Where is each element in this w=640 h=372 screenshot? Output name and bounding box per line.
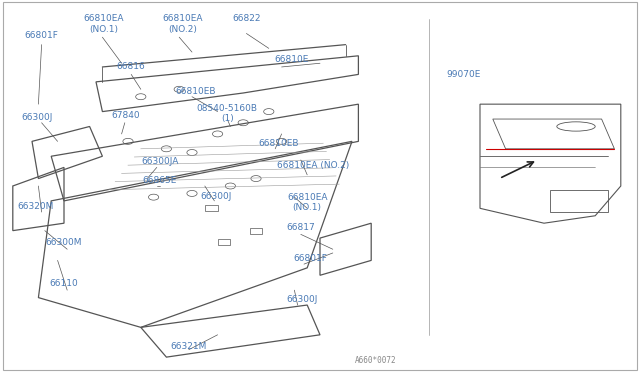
Text: 66810EB: 66810EB xyxy=(258,139,299,148)
Bar xyxy=(250,228,262,234)
Text: 66300J: 66300J xyxy=(286,295,318,304)
Text: 66300J: 66300J xyxy=(21,113,53,122)
Text: 99070E: 99070E xyxy=(447,70,481,79)
Text: 66810EA
(NO.1): 66810EA (NO.1) xyxy=(287,193,328,212)
Text: 66810EB: 66810EB xyxy=(175,87,216,96)
Text: 66810E: 66810E xyxy=(274,55,308,64)
Text: 66300M: 66300M xyxy=(45,238,83,247)
Text: 66300JA: 66300JA xyxy=(141,157,179,166)
Text: 66810EA
(NO.1): 66810EA (NO.1) xyxy=(83,15,124,34)
Text: 66801F: 66801F xyxy=(294,254,327,263)
Bar xyxy=(550,190,608,212)
Text: 67840: 67840 xyxy=(111,111,140,120)
Text: 66320M: 66320M xyxy=(17,202,53,211)
Text: 08540-5160B
(1): 08540-5160B (1) xyxy=(196,104,258,123)
Text: 66810EA
(NO.2): 66810EA (NO.2) xyxy=(162,15,203,34)
Text: 66822: 66822 xyxy=(232,14,260,23)
Bar xyxy=(205,205,218,211)
Text: 66321M: 66321M xyxy=(171,342,207,351)
Text: 66865E: 66865E xyxy=(143,176,177,185)
Text: A660*0072: A660*0072 xyxy=(355,356,397,365)
Text: 66817: 66817 xyxy=(287,223,315,232)
Text: 66300J: 66300J xyxy=(200,192,232,201)
Text: 66110: 66110 xyxy=(50,279,78,288)
Bar xyxy=(218,239,230,245)
Text: 66816: 66816 xyxy=(117,62,145,71)
Text: 66801F: 66801F xyxy=(25,31,58,40)
Text: 66810EA (NO.2): 66810EA (NO.2) xyxy=(278,161,349,170)
